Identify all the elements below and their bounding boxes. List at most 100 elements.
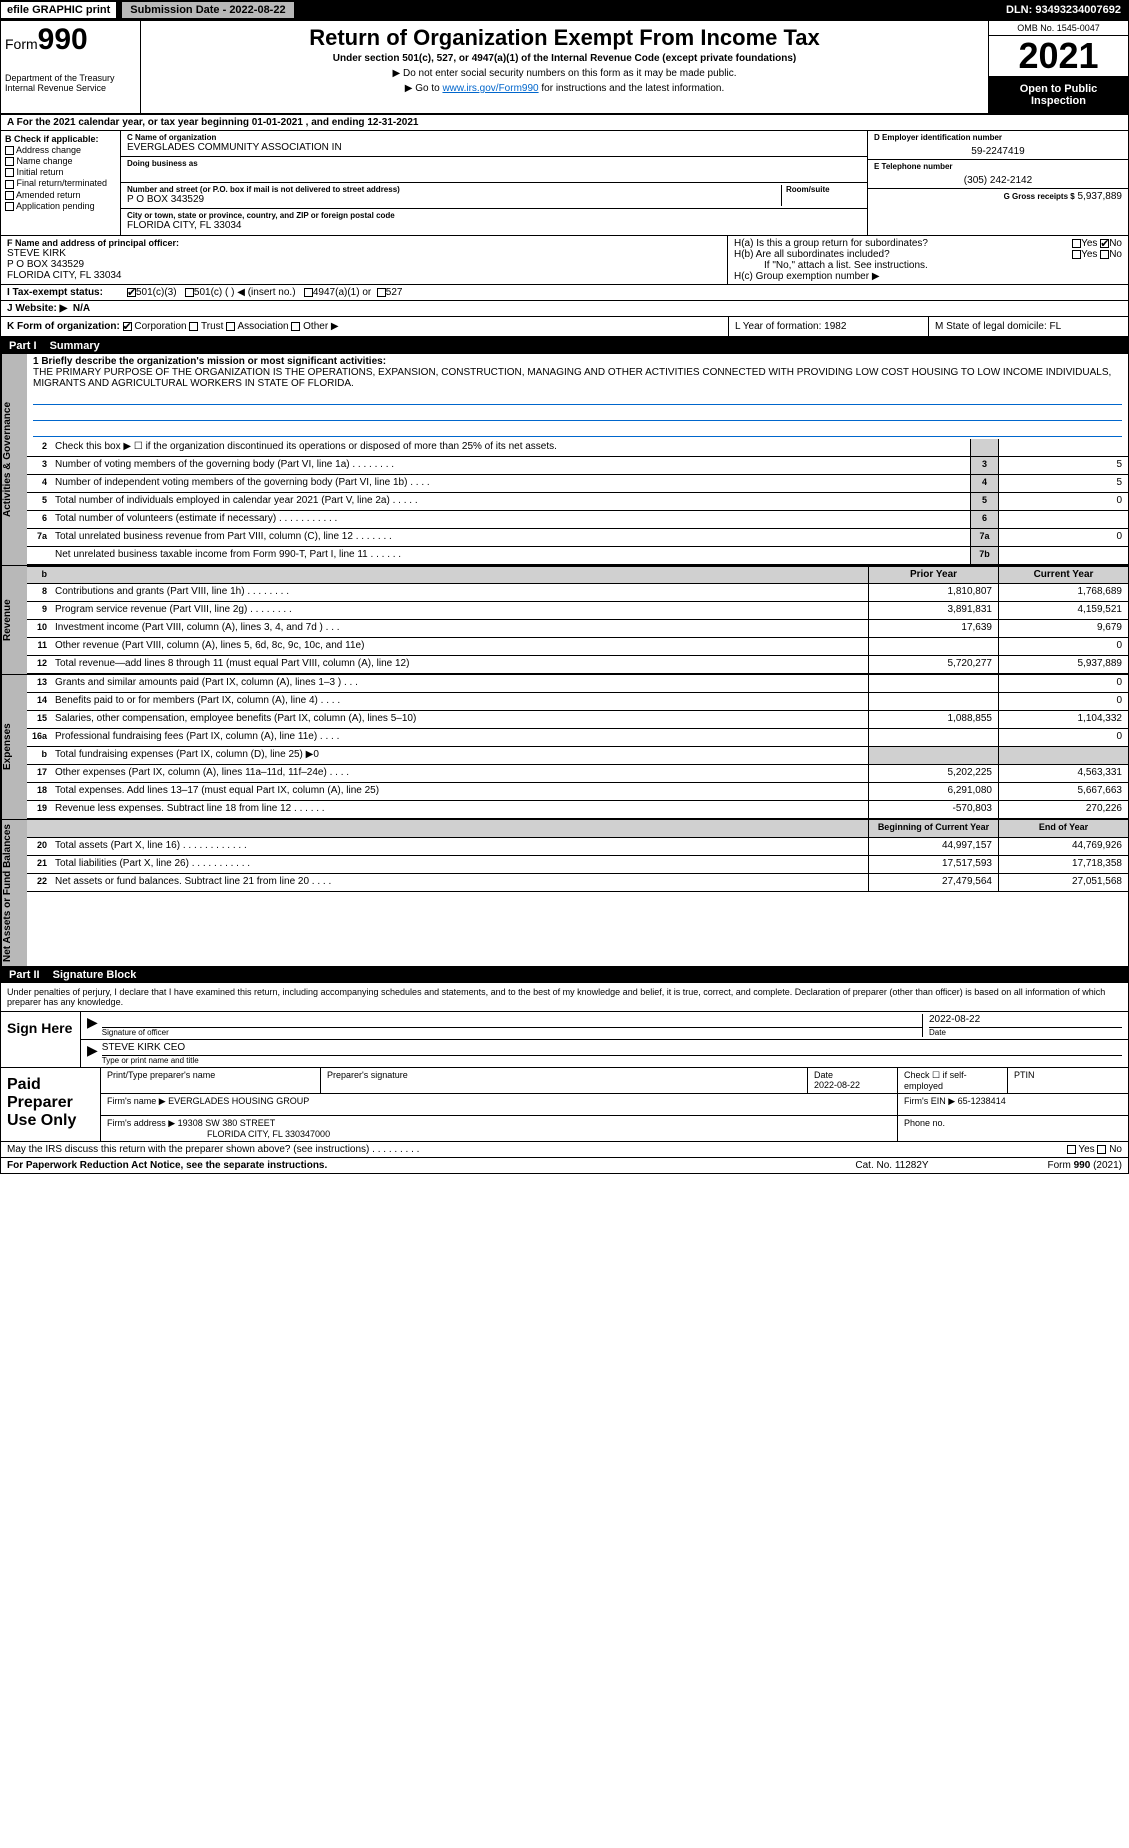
telephone-cell: E Telephone number (305) 242-2142 [868, 160, 1128, 189]
paid-preparer-label: Paid Preparer Use Only [1, 1068, 101, 1141]
ein-value: 59-2247419 [874, 146, 1122, 157]
table-row: 6Total number of volunteers (estimate if… [27, 511, 1128, 529]
table-row: 15Salaries, other compensation, employee… [27, 711, 1128, 729]
city-state-zip: FLORIDA CITY, FL 33034 [127, 220, 861, 231]
principal-officer: F Name and address of principal officer:… [1, 236, 728, 284]
col-b-header: B Check if applicable: [5, 134, 116, 144]
expenses-side-label: Expenses [1, 675, 27, 819]
discuss-no-checkbox[interactable] [1097, 1145, 1106, 1154]
omb-number: OMB No. 1545-0047 [989, 21, 1128, 36]
table-row: 19Revenue less expenses. Subtract line 1… [27, 801, 1128, 819]
table-row: 2Check this box ▶ ☐ if the organization … [27, 439, 1128, 457]
paid-preparer-section: Paid Preparer Use Only Print/Type prepar… [1, 1067, 1128, 1141]
governance-section: Activities & Governance 1 Briefly descri… [1, 354, 1128, 566]
firm-address-row: Firm's address ▶ 19308 SW 380 STREET FLO… [101, 1116, 1128, 1141]
table-row: 22Net assets or fund balances. Subtract … [27, 874, 1128, 892]
table-row: 17Other expenses (Part IX, column (A), l… [27, 765, 1128, 783]
state-domicile: M State of legal domicile: FL [928, 317, 1128, 336]
initial-return-checkbox[interactable] [5, 168, 14, 177]
part-2-header: Part II Signature Block [1, 967, 1128, 983]
perjury-declaration: Under penalties of perjury, I declare th… [1, 983, 1128, 1011]
part-1-header: Part I Summary [1, 338, 1128, 354]
telephone-value: (305) 242-2142 [874, 175, 1122, 186]
trust-checkbox[interactable] [189, 322, 198, 331]
table-row: 13Grants and similar amounts paid (Part … [27, 675, 1128, 693]
period-row: A For the 2021 calendar year, or tax yea… [1, 115, 1128, 131]
org-name: EVERGLADES COMMUNITY ASSOCIATION IN [127, 142, 861, 153]
form-subtitle: Under section 501(c), 527, or 4947(a)(1)… [145, 53, 984, 64]
hb-no-checkbox[interactable] [1100, 250, 1109, 259]
org-name-cell: C Name of organization EVERGLADES COMMUN… [121, 131, 867, 157]
dln-label: DLN: 93493234007692 [998, 4, 1129, 16]
officer-name: STEVE KIRK [7, 248, 721, 259]
table-row: 16aProfessional fundraising fees (Part I… [27, 729, 1128, 747]
527-checkbox[interactable] [377, 288, 386, 297]
hb-yes-checkbox[interactable] [1072, 250, 1081, 259]
association-checkbox[interactable] [226, 322, 235, 331]
table-row: 8Contributions and grants (Part VIII, li… [27, 584, 1128, 602]
discuss-yes-checkbox[interactable] [1067, 1145, 1076, 1154]
signature-date: 2022-08-22 [929, 1014, 1122, 1028]
column-b-checkboxes: B Check if applicable: Address change Na… [1, 131, 121, 235]
revenue-side-label: Revenue [1, 566, 27, 674]
table-row: 7aTotal unrelated business revenue from … [27, 529, 1128, 547]
501c-checkbox[interactable] [185, 288, 194, 297]
name-change-checkbox[interactable] [5, 157, 14, 166]
irs-link[interactable]: www.irs.gov/Form990 [442, 83, 538, 94]
officer-printed-name: STEVE KIRK CEO [102, 1042, 1122, 1056]
ein-cell: D Employer identification number 59-2247… [868, 131, 1128, 160]
amended-return-checkbox[interactable] [5, 191, 14, 200]
other-checkbox[interactable] [291, 322, 300, 331]
tax-year: 2021 [989, 36, 1128, 77]
header-middle: Return of Organization Exempt From Incom… [141, 21, 988, 113]
website-row: J Website: ▶ N/A [1, 301, 1128, 317]
final-return-checkbox[interactable] [5, 180, 14, 189]
department-label: Department of the Treasury Internal Reve… [5, 73, 136, 93]
table-row: 9Program service revenue (Part VIII, lin… [27, 602, 1128, 620]
submission-date-button[interactable]: Submission Date - 2022-08-22 [121, 1, 294, 19]
ssn-note: ▶ Do not enter social security numbers o… [145, 68, 984, 79]
form-990: Form990 Department of the Treasury Inter… [0, 20, 1129, 1174]
firm-ein: 65-1238414 [958, 1096, 1006, 1106]
firm-name: EVERGLADES HOUSING GROUP [168, 1096, 309, 1106]
ha-yes-checkbox[interactable] [1072, 239, 1081, 248]
net-assets-section: Net Assets or Fund Balances Beginning of… [1, 820, 1128, 967]
arrow-icon: ▶ [87, 1014, 98, 1037]
governance-side-label: Activities & Governance [1, 354, 27, 565]
city-cell: City or town, state or province, country… [121, 209, 867, 235]
table-row: bTotal fundraising expenses (Part IX, co… [27, 747, 1128, 765]
net-assets-side-label: Net Assets or Fund Balances [1, 820, 27, 966]
net-header-row: Beginning of Current Year End of Year [27, 820, 1128, 838]
dba-cell: Doing business as [121, 157, 867, 183]
preparer-header-row: Print/Type preparer's name Preparer's si… [101, 1068, 1128, 1094]
table-row: 21Total liabilities (Part X, line 26) . … [27, 856, 1128, 874]
street-cell: Number and street (or P.O. box if mail i… [121, 183, 867, 209]
address-change-checkbox[interactable] [5, 146, 14, 155]
officer-group-row: F Name and address of principal officer:… [1, 236, 1128, 285]
form-header: Form990 Department of the Treasury Inter… [1, 21, 1128, 115]
street-address: P O BOX 343529 [127, 194, 781, 205]
table-row: 4Number of independent voting members of… [27, 475, 1128, 493]
501c3-checkbox[interactable] [127, 288, 136, 297]
efile-label: efile GRAPHIC print [0, 1, 117, 19]
info-grid: B Check if applicable: Address change Na… [1, 131, 1128, 236]
header-left: Form990 Department of the Treasury Inter… [1, 21, 141, 113]
paperwork-notice: For Paperwork Reduction Act Notice, see … [7, 1160, 822, 1171]
ha-no-checkbox[interactable] [1100, 239, 1109, 248]
corporation-checkbox[interactable] [123, 322, 132, 331]
column-c: C Name of organization EVERGLADES COMMUN… [121, 131, 868, 235]
table-row: 14Benefits paid to or for members (Part … [27, 693, 1128, 711]
revenue-header-row: b Prior Year Current Year [27, 566, 1128, 584]
open-to-public: Open to Public Inspection [989, 77, 1128, 113]
table-row: 20Total assets (Part X, line 16) . . . .… [27, 838, 1128, 856]
revenue-section: Revenue b Prior Year Current Year 8Contr… [1, 566, 1128, 675]
table-row: 3Number of voting members of the governi… [27, 457, 1128, 475]
form-number: 990 [38, 23, 88, 56]
application-pending-checkbox[interactable] [5, 202, 14, 211]
k-org-row: K Form of organization: Corporation Trus… [1, 317, 1128, 338]
4947-checkbox[interactable] [304, 288, 313, 297]
table-row: 10Investment income (Part VIII, column (… [27, 620, 1128, 638]
header-right: OMB No. 1545-0047 2021 Open to Public In… [988, 21, 1128, 113]
table-row: 12Total revenue—add lines 8 through 11 (… [27, 656, 1128, 674]
expenses-section: Expenses 13Grants and similar amounts pa… [1, 675, 1128, 820]
